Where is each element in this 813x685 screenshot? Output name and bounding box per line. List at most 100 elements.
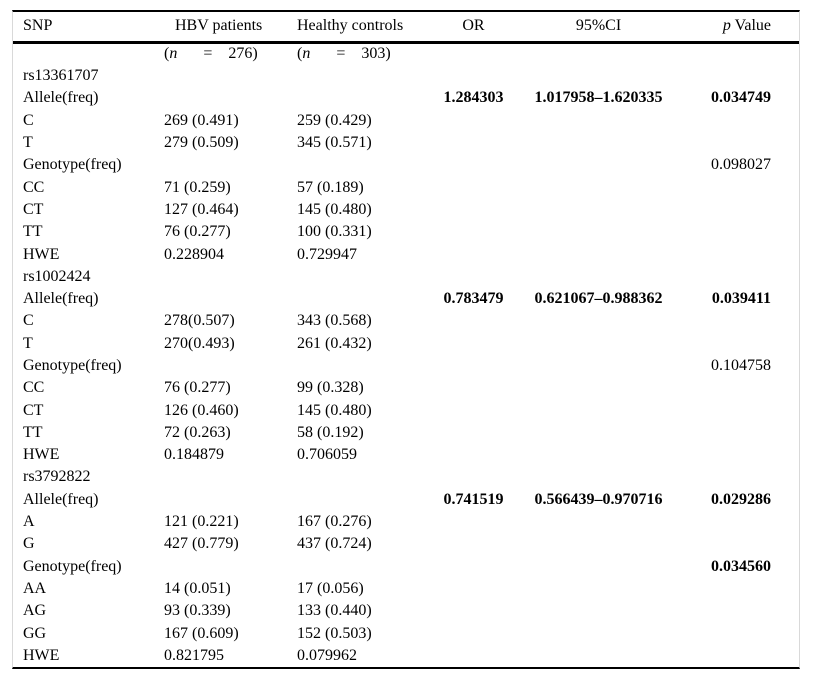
table-row: CC 76 (0.277) 99 (0.328) bbox=[13, 377, 799, 399]
or-value bbox=[426, 645, 521, 667]
hbv-value bbox=[161, 154, 296, 176]
ci-value bbox=[521, 266, 676, 288]
hbv-value: 76 (0.277) bbox=[164, 379, 231, 397]
hbv-value: 279 (0.509) bbox=[164, 134, 239, 152]
equals-sign: = bbox=[336, 45, 346, 63]
ci-value bbox=[521, 399, 676, 421]
row-label: AG bbox=[23, 602, 47, 620]
p-value bbox=[676, 310, 799, 332]
col-header-snp: SNP bbox=[13, 12, 161, 44]
or-value bbox=[426, 310, 521, 332]
col-header-healthy-controls: Healthy controls bbox=[296, 12, 426, 44]
row-label: AA bbox=[23, 579, 47, 597]
or-value bbox=[426, 154, 521, 176]
or-value bbox=[426, 377, 521, 399]
empty-cell bbox=[521, 42, 676, 65]
healthy-value bbox=[296, 489, 426, 511]
table-row: T 270(0.493) 261 (0.432) bbox=[13, 333, 799, 355]
healthy-value: 343 (0.568) bbox=[297, 312, 372, 330]
table-row: CT 127 (0.464) 145 (0.480) bbox=[13, 199, 799, 221]
row-label: TT bbox=[23, 423, 43, 441]
p-value bbox=[676, 533, 799, 555]
hbv-value bbox=[161, 65, 296, 87]
p-symbol: p bbox=[722, 17, 731, 35]
table-row: HWE 0.821795 0.079962 bbox=[13, 645, 799, 667]
n-symbol: n bbox=[169, 45, 178, 63]
row-label: rs13361707 bbox=[23, 67, 99, 85]
or-value bbox=[426, 533, 521, 555]
p-value: 0.029286 bbox=[711, 490, 771, 508]
ci-value bbox=[521, 243, 676, 265]
hbv-value: 126 (0.460) bbox=[164, 401, 239, 419]
ci-value: 0.566439–0.970716 bbox=[534, 490, 663, 508]
row-label: Genotype(freq) bbox=[23, 357, 122, 374]
p-value: 0.039411 bbox=[711, 290, 771, 308]
p-value bbox=[676, 243, 799, 265]
healthy-value: 145 (0.480) bbox=[297, 200, 372, 218]
healthy-value bbox=[296, 65, 426, 87]
p-value bbox=[676, 221, 799, 243]
sample-size-value: 303) bbox=[361, 45, 391, 63]
ci-value bbox=[521, 132, 676, 154]
table-header-row: SNP HBV patients Healthy controls OR 95%… bbox=[13, 12, 799, 44]
hbv-value bbox=[161, 466, 296, 488]
hbv-value: 270(0.493) bbox=[164, 334, 235, 352]
healthy-value: 133 (0.440) bbox=[297, 602, 372, 620]
healthy-value: 0.729947 bbox=[297, 245, 357, 263]
hbv-value bbox=[161, 288, 296, 310]
ci-value bbox=[521, 556, 676, 578]
or-value bbox=[426, 578, 521, 600]
or-value bbox=[426, 355, 521, 377]
p-value bbox=[676, 333, 799, 355]
healthy-value bbox=[296, 466, 426, 488]
p-value bbox=[676, 645, 799, 667]
col-header-or: OR bbox=[426, 12, 521, 44]
p-value bbox=[676, 399, 799, 421]
table-row: rs3792822 bbox=[13, 466, 799, 488]
healthy-value bbox=[296, 154, 426, 176]
p-value bbox=[676, 444, 799, 466]
p-value bbox=[676, 600, 799, 622]
row-label: rs1002424 bbox=[23, 267, 91, 285]
sample-size-healthy: (n = 303) bbox=[296, 42, 426, 65]
row-label: T bbox=[23, 134, 33, 152]
table-row: rs13361707 bbox=[13, 65, 799, 87]
row-label: C bbox=[23, 312, 34, 330]
ci-value bbox=[521, 355, 676, 377]
or-value bbox=[426, 266, 521, 288]
ci-value bbox=[521, 622, 676, 644]
or-value bbox=[426, 622, 521, 644]
table-row: Genotype(freq) 0.098027 bbox=[13, 154, 799, 176]
p-value bbox=[676, 132, 799, 154]
or-value bbox=[426, 221, 521, 243]
empty-cell bbox=[676, 42, 799, 65]
hbv-value: 278(0.507) bbox=[164, 312, 235, 330]
healthy-value: 152 (0.503) bbox=[297, 624, 372, 642]
p-value: 0.104758 bbox=[711, 357, 771, 374]
table-row: Genotype(freq) 0.104758 bbox=[13, 355, 799, 377]
row-label: Genotype(freq) bbox=[23, 557, 122, 575]
row-label: Allele(freq) bbox=[23, 290, 99, 308]
ci-value bbox=[521, 511, 676, 533]
ci-value bbox=[521, 333, 676, 355]
ci-value bbox=[521, 377, 676, 399]
table-row: Genotype(freq) 0.034560 bbox=[13, 556, 799, 578]
row-label: HWE bbox=[23, 446, 60, 464]
hbv-value: 72 (0.263) bbox=[164, 423, 231, 441]
or-value bbox=[426, 176, 521, 198]
healthy-value bbox=[296, 288, 426, 310]
hbv-value: 0.184879 bbox=[164, 446, 224, 464]
p-value bbox=[676, 266, 799, 288]
healthy-value bbox=[296, 87, 426, 109]
table-row: C 278(0.507) 343 (0.568) bbox=[13, 310, 799, 332]
ci-value bbox=[521, 533, 676, 555]
healthy-value: 0.706059 bbox=[297, 446, 357, 464]
table-row: rs1002424 bbox=[13, 266, 799, 288]
row-label: CT bbox=[23, 401, 44, 419]
ci-value bbox=[521, 65, 676, 87]
healthy-value: 58 (0.192) bbox=[297, 423, 364, 441]
data-table: SNP HBV patients Healthy controls OR 95%… bbox=[13, 12, 799, 667]
or-value bbox=[426, 399, 521, 421]
table-row: T 279 (0.509) 345 (0.571) bbox=[13, 132, 799, 154]
